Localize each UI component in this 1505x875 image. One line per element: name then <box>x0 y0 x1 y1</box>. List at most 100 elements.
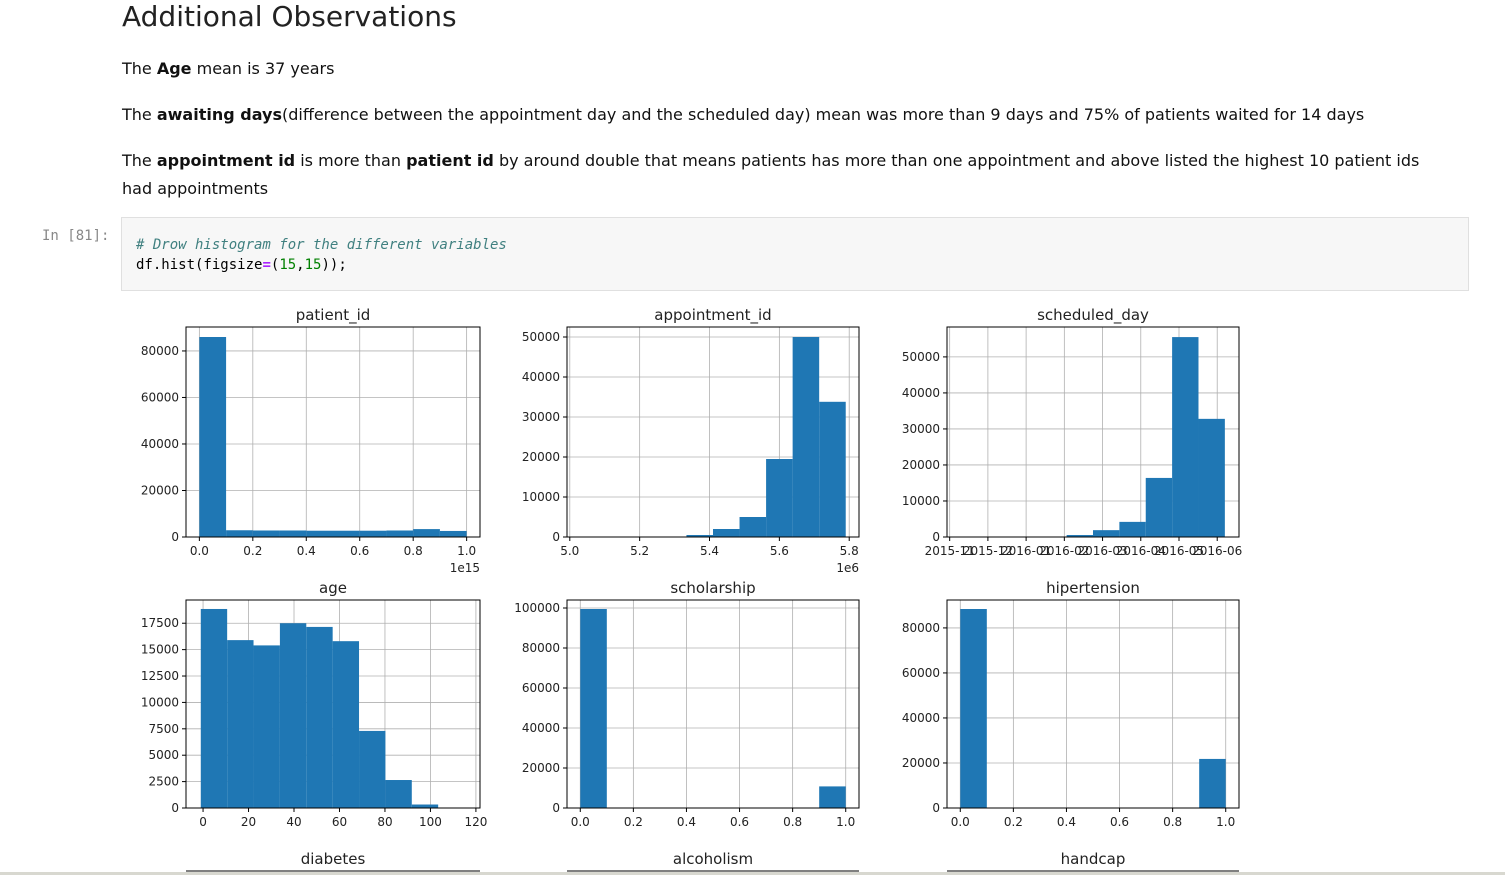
x-tick-label: 5.6 <box>770 544 789 558</box>
x-tick-label: 2016-02 <box>1039 544 1089 558</box>
y-tick-label: 0 <box>552 530 560 544</box>
x-tick-label: 2016-04 <box>1116 544 1166 558</box>
y-tick-label: 40000 <box>522 370 560 384</box>
x-tick-label: 0.6 <box>350 544 369 558</box>
y-tick-label: 20000 <box>902 458 940 472</box>
bar <box>1145 477 1173 537</box>
paragraph: The Age mean is 37 years <box>122 55 1422 83</box>
bar <box>1198 418 1225 537</box>
text: by around double that means patients has… <box>122 151 1420 198</box>
bar <box>359 530 387 537</box>
bar <box>359 730 386 808</box>
bar <box>306 626 333 808</box>
paragraph: The awaiting days(difference between the… <box>122 101 1422 129</box>
text: The <box>122 59 157 78</box>
x-tick-label: 0.8 <box>783 815 802 829</box>
x-tick-label: 0.4 <box>677 815 696 829</box>
x-tick-label: 2016-06 <box>1192 544 1242 558</box>
x-tick-label: 0.6 <box>730 815 749 829</box>
y-tick-label: 7500 <box>148 722 179 736</box>
plot-frame <box>566 326 860 538</box>
y-tick-label: 20000 <box>522 450 560 464</box>
plot-frame <box>946 599 1240 809</box>
x-tick-label: 0.2 <box>243 544 262 558</box>
bar <box>279 623 307 808</box>
bar <box>413 529 440 537</box>
code-token: = <box>262 257 271 273</box>
x-tick-label: 120 <box>464 815 487 829</box>
y-tick-label: 20000 <box>141 483 179 497</box>
chart-title: patient_id <box>296 306 371 325</box>
y-tick-label: 10000 <box>141 695 179 709</box>
y-tick-label: 30000 <box>522 410 560 424</box>
bar <box>1172 337 1199 537</box>
x-tick-label: 2016-05 <box>1154 544 1204 558</box>
y-tick-label: 17500 <box>141 616 179 630</box>
x-tick-label: 20 <box>241 815 256 829</box>
code-comment: # Drow histogram for the different varia… <box>136 237 507 253</box>
code-token: , <box>296 257 305 273</box>
y-tick-label: 0 <box>552 801 560 815</box>
x-tick-label: 1.0 <box>1216 815 1235 829</box>
chart-title: handcap <box>1061 850 1126 868</box>
bar <box>199 337 227 537</box>
x-tick-label: 2016-03 <box>1077 544 1127 558</box>
bar <box>960 609 987 808</box>
x-tick-label: 0.0 <box>951 815 970 829</box>
plot-frame <box>185 599 481 809</box>
code-token: ( <box>270 257 280 273</box>
y-tick-label: 40000 <box>141 437 179 451</box>
bold-text: awaiting days <box>156 105 282 124</box>
x-tick-label: 2015-11 <box>925 544 975 558</box>
x-tick-label: 5.4 <box>700 544 719 558</box>
x-offset-label: 1e6 <box>836 561 859 575</box>
y-tick-label: 20000 <box>522 761 560 775</box>
plot-frame <box>566 599 860 809</box>
y-tick-label: 2500 <box>148 775 179 789</box>
y-tick-label: 0 <box>932 801 940 815</box>
bold-text: Age <box>156 59 192 78</box>
x-tick-label: 0.6 <box>1110 815 1129 829</box>
x-tick-label: 40 <box>286 815 301 829</box>
scrollbar <box>0 872 1505 875</box>
x-tick-label: 0.8 <box>1163 815 1182 829</box>
x-tick-label: 5.2 <box>630 544 649 558</box>
y-tick-label: 100000 <box>514 601 560 615</box>
bar <box>1066 535 1093 537</box>
bar <box>713 529 740 537</box>
chart-title: scheduled_day <box>1037 306 1149 325</box>
y-tick-label: 0 <box>171 530 179 544</box>
bar <box>252 530 280 537</box>
y-tick-label: 10000 <box>902 494 940 508</box>
y-tick-label: 80000 <box>141 344 179 358</box>
text: (difference between the appointment day … <box>281 105 1365 124</box>
x-tick-label: 0.0 <box>571 815 590 829</box>
y-tick-label: 10000 <box>522 490 560 504</box>
plot-frame <box>185 326 481 538</box>
y-tick-label: 5000 <box>148 748 179 762</box>
bar <box>411 804 439 808</box>
plot-frame <box>946 326 1240 538</box>
chart-title: hipertension <box>1046 579 1140 597</box>
code-token: )); <box>321 257 347 273</box>
x-tick-label: 0.0 <box>190 544 209 558</box>
bar <box>792 337 820 537</box>
code-cell[interactable]: # Drow histogram for the different varia… <box>121 217 1469 291</box>
bar <box>1119 521 1146 537</box>
bar <box>332 641 360 808</box>
bar <box>686 535 713 537</box>
code-token: df.hist(figsize <box>136 257 263 273</box>
y-tick-label: 40000 <box>902 386 940 400</box>
x-tick-label: 2015-12 <box>963 544 1013 558</box>
bar <box>766 459 793 537</box>
bar <box>306 530 333 537</box>
x-tick-label: 0 <box>199 815 207 829</box>
bar <box>200 608 228 808</box>
paragraph: The appointment id is more than patient … <box>122 147 1422 203</box>
y-tick-label: 60000 <box>522 681 560 695</box>
x-tick-label: 5.8 <box>840 544 859 558</box>
chart-title: age <box>319 579 347 597</box>
bar <box>1093 530 1120 537</box>
